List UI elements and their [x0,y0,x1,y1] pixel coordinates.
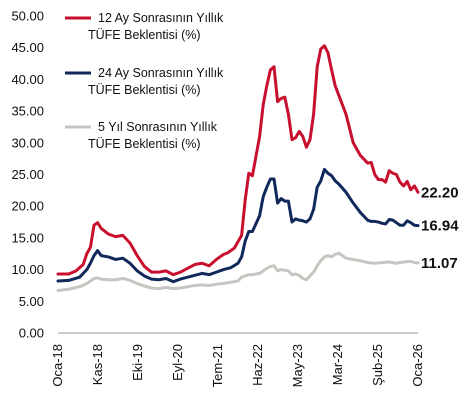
x-tick-label: Eyl-20 [170,344,185,381]
legend: 12 Ay Sonrasının Yıllık TÜFE Beklentisi (… [65,11,224,151]
legend-label: 12 Ay Sonrasının Yıllık [98,11,224,25]
legend-label: TÜFE Beklentisi (%) [88,137,201,151]
legend-label: 5 Yıl Sonrasının Yıllık [98,120,218,134]
y-axis: 0.00 5.00 10.00 15.00 20.00 25.00 30.00 35.00 40… [11,9,44,341]
y-tick-label: 40.00 [11,72,44,87]
x-tick-label: Kas-18 [90,344,105,385]
legend-item-5-yil: 5 Yıl Sonrasının Yıllık TÜFE Beklentisi (… [65,120,218,151]
y-tick-label: 10.00 [11,262,44,277]
y-tick-label: 15.00 [11,230,44,245]
end-label-12-ay: 22.20 [421,184,459,201]
x-tick-label: May-23 [290,344,305,387]
legend-label: TÜFE Beklentisi (%) [88,28,201,42]
legend-label: TÜFE Beklentisi (%) [88,83,201,97]
x-tick-label: Mar-24 [330,344,345,385]
series-line-12-ay [56,44,420,277]
legend-label: 24 Ay Sonrasının Yıllık [98,66,224,80]
x-axis: Oca-18 Kas-18 Eki-19 Eyl-20 Tem-21 Haz-22 May-… [50,332,425,387]
x-tick-label: Oca-26 [410,344,425,387]
y-tick-label: 30.00 [11,135,44,150]
y-tick-label: 35.00 [11,104,44,119]
y-tick-label: 50.00 [11,9,44,24]
legend-item-12-ay: 12 Ay Sonrasının Yıllık TÜFE Beklentisi (… [65,11,224,42]
y-tick-label: 45.00 [11,40,44,55]
y-tick-label: 25.00 [11,167,44,182]
x-tick-label: Şub-25 [370,344,385,386]
series-layer [56,44,420,293]
y-tick-label: 20.00 [11,199,44,214]
x-tick-label: Eki-19 [130,344,145,381]
end-labels: 22.20 16.94 11.07 [421,184,459,272]
end-label-5-yil: 11.07 [421,255,458,272]
legend-item-24-ay: 24 Ay Sonrasının Yıllık TÜFE Beklentisi (… [65,66,224,97]
end-label-24-ay: 16.94 [421,218,459,235]
series-line-24-ay [56,167,420,284]
x-tick-label: Haz-22 [250,344,265,386]
series-line-5-yil [56,251,420,293]
x-tick-label: Oca-18 [50,344,65,387]
x-tick-label: Tem-21 [210,344,225,387]
y-tick-label: 0.00 [19,326,44,341]
y-tick-label: 5.00 [19,294,44,309]
